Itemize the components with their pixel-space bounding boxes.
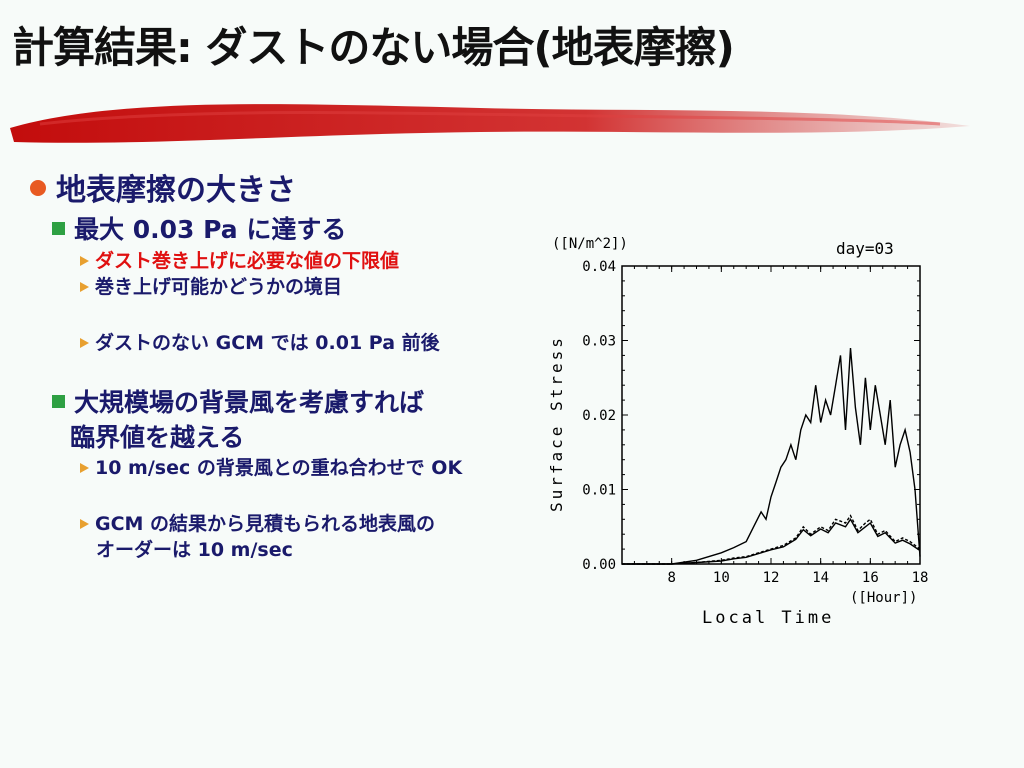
triangle-bullet-icon bbox=[80, 519, 89, 529]
red-brush-stroke bbox=[10, 104, 970, 143]
item-gcm-value: ダストのない GCM では 0.01 Pa 前後 bbox=[80, 328, 440, 355]
orange-dot-bullet-icon bbox=[30, 180, 46, 196]
sub1-item-2: 巻き上げ可能かどうかの境目 bbox=[95, 276, 343, 298]
surface-stress-chart: ([N/m^2]) day=03 Surface Stress Local Ti… bbox=[547, 236, 929, 628]
triangle-bullet-icon bbox=[80, 463, 89, 473]
bullet-level1-surface-friction: 地表摩擦の大きさ bbox=[30, 165, 296, 209]
sub2-item-2-line1: GCM の結果から見積もられる地表風の bbox=[95, 513, 436, 535]
item-boundary: 巻き上げ可能かどうかの境目 bbox=[80, 272, 342, 299]
series-line-3 bbox=[622, 517, 921, 565]
bullet1-text: 地表摩擦の大きさ bbox=[56, 173, 296, 208]
item-superposition: 10 m/sec の背景風との重ね合わせで OK bbox=[80, 453, 462, 480]
triangle-bullet-icon bbox=[80, 338, 89, 348]
sub2-line2: 臨界値を越える bbox=[70, 423, 245, 452]
y-tick-label: 0.02 bbox=[582, 408, 616, 424]
y-tick-label: 0.00 bbox=[582, 557, 616, 573]
sub2-item-1: 10 m/sec の背景風との重ね合わせで OK bbox=[95, 457, 463, 479]
x-tick-label: 16 bbox=[862, 570, 879, 586]
plot-frame bbox=[621, 265, 921, 565]
y-tick-label: 0.04 bbox=[582, 259, 616, 275]
x-tick-label: 10 bbox=[713, 570, 730, 586]
day-label: day=03 bbox=[836, 239, 894, 258]
x-axis-label: Local Time bbox=[702, 608, 834, 628]
bullet-max-value: 最大 0.03 Pa に達する bbox=[52, 210, 346, 246]
sub1-text: 最大 0.03 Pa に達する bbox=[74, 215, 347, 244]
green-square-bullet-icon bbox=[52, 222, 65, 235]
y-axis-label: Surface Stress bbox=[547, 335, 566, 512]
x-tick-label: 18 bbox=[912, 570, 929, 586]
x-tick-label: 12 bbox=[763, 570, 780, 586]
sub2-item-2-line2: オーダーは 10 m/sec bbox=[96, 539, 293, 561]
x-tick-label: 14 bbox=[812, 570, 829, 586]
x-unit-label: ([Hour]) bbox=[850, 590, 917, 606]
series-line-1 bbox=[622, 347, 921, 565]
y-tick-label: 0.03 bbox=[582, 334, 616, 350]
item-lower-limit: ダスト巻き上げに必要な値の下限値 bbox=[80, 246, 399, 273]
unit-label: ([N/m^2]) bbox=[552, 236, 628, 252]
series-line-2 bbox=[622, 514, 921, 565]
y-tick-label: 0.01 bbox=[582, 483, 616, 499]
x-tick-label: 8 bbox=[667, 570, 675, 586]
triangle-bullet-icon bbox=[80, 282, 89, 292]
triangle-bullet-icon bbox=[80, 256, 89, 266]
sub1-item-1: ダスト巻き上げに必要な値の下限値 bbox=[95, 250, 400, 272]
item-gcm-estimate: GCM の結果から見積もられる地表風の bbox=[80, 509, 435, 536]
green-square-bullet-icon bbox=[52, 395, 65, 408]
bullet-background-wind: 大規模場の背景風を考慮すれば bbox=[52, 383, 424, 419]
slide-title: 計算結果: ダストのない場合(地表摩擦) bbox=[12, 23, 735, 72]
sub1-item-3: ダストのない GCM では 0.01 Pa 前後 bbox=[95, 332, 440, 354]
sub2-line1: 大規模場の背景風を考慮すれば bbox=[74, 388, 425, 417]
